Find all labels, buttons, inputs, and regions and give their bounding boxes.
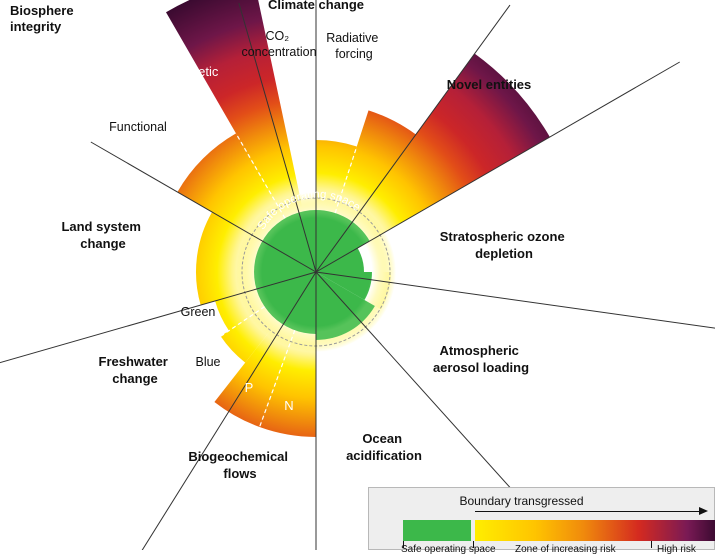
divider-biosphere-climate: [238, 2, 317, 273]
biogeochemical-flows-label: Biogeochemical flows: [188, 449, 291, 481]
safe-wedge-ozone: [316, 248, 364, 272]
legend: Boundary transgressed Safe operating spa…: [368, 487, 715, 555]
legend-arrow: [475, 511, 701, 512]
functional-label: Functional: [109, 120, 167, 134]
divider-genetic-functional: [235, 133, 286, 219]
safe-wedge-core: [316, 210, 370, 272]
legend-risk-bar: [475, 520, 715, 541]
legend-arrowhead: [699, 507, 708, 515]
divider-freshwater-land: [0, 271, 317, 364]
biosphere-integrity-label: Biosphere integrity: [10, 3, 77, 34]
safe-wedge-core-b: [254, 210, 316, 334]
blue-water-label: Blue: [195, 355, 220, 369]
freshwater-change-label: Freshwater change: [99, 354, 172, 386]
legend-safe-bar: [403, 520, 471, 541]
aerosol-loading-label: Atmospheric aerosol loading: [433, 343, 529, 375]
legend-tick-high: [651, 541, 652, 548]
divider-ozone-aerosol: [315, 271, 715, 329]
ocean-acidification-label: Ocean acidification: [346, 431, 422, 463]
genetic-label: Genetic: [174, 64, 219, 79]
phosphorus-label: P: [245, 380, 254, 395]
divider-p-n: [259, 330, 296, 428]
novel-entities-label: Novel entities: [447, 77, 532, 92]
co2-concentration-label: CO₂ concentration: [241, 29, 316, 59]
nitrogen-label: N: [284, 398, 293, 413]
divider-aerosol-ocean: [315, 271, 544, 526]
safe-wedge-aerosols: [316, 272, 372, 300]
radiative-forcing-label: Radiative forcing: [326, 31, 382, 61]
legend-tick-left: [403, 541, 404, 548]
ozone-depletion-label: Stratospheric ozone depletion: [440, 229, 569, 261]
legend-tick-mid: [473, 541, 474, 548]
climate-change-label: Climate change: [268, 0, 364, 12]
divider-land-biosphere: [90, 141, 317, 273]
divider-bio-freshwater: [141, 271, 317, 550]
divider-co2-radiative: [334, 146, 358, 214]
green-water-label: Green: [181, 305, 216, 319]
divider-novel-ozone: [315, 61, 680, 273]
divider-green-blue: [220, 306, 265, 337]
land-system-change-label: Land system change: [61, 219, 144, 251]
divider-climate-right: [315, 4, 511, 273]
legend-title: Boundary transgressed: [459, 494, 584, 508]
